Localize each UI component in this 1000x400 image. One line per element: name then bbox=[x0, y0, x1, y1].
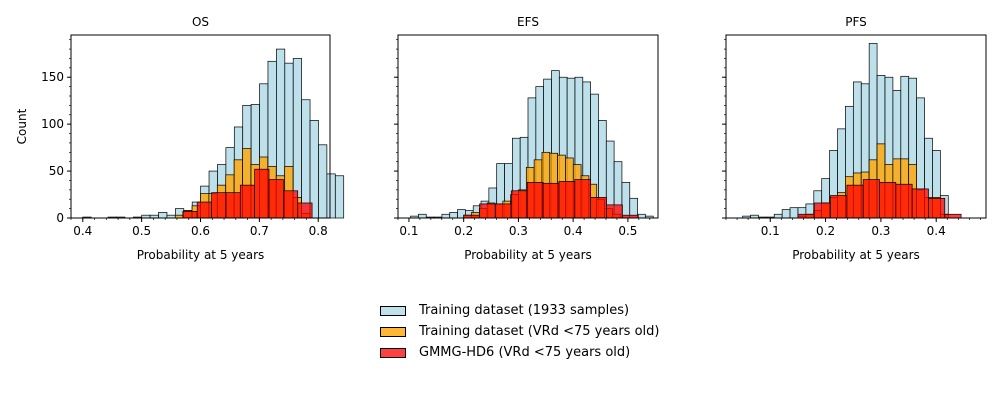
histogram-bar bbox=[944, 213, 962, 219]
panel-title: PFS bbox=[845, 15, 867, 29]
histogram-bar bbox=[239, 184, 255, 219]
x-tick-label: 0.6 bbox=[191, 224, 210, 238]
histogram-bar bbox=[495, 203, 512, 219]
histogram-bar bbox=[911, 188, 929, 219]
y-axis-label: Count bbox=[15, 108, 29, 144]
y-tick-label: 0 bbox=[56, 211, 64, 225]
histogram-bar bbox=[211, 192, 227, 219]
x-tick-label: 0.3 bbox=[509, 224, 528, 238]
x-tick-label: 0.5 bbox=[132, 224, 151, 238]
x-axis-label: Probability at 5 years bbox=[792, 248, 920, 262]
legend-item-training-vrd: Training dataset (VRd <75 years old) bbox=[380, 321, 659, 342]
y-tick-label: 150 bbox=[41, 70, 64, 84]
histogram-bar bbox=[789, 207, 799, 219]
legend-label-gmmg: GMMG-HD6 (VRd <75 years old) bbox=[419, 345, 631, 360]
histogram-bar bbox=[196, 201, 212, 219]
panel-pfs: PFS 0.1 0.2 0.3 0.4 Probability at 5 years bbox=[722, 15, 987, 262]
legend-item-gmmg: GMMG-HD6 (VRd <75 years old) bbox=[380, 342, 659, 363]
axes-frame bbox=[397, 34, 659, 219]
x-tick-label: 0.1 bbox=[761, 224, 780, 238]
legend-item-training: Training dataset (1933 samples) bbox=[380, 300, 659, 321]
panel-title: OS bbox=[192, 15, 209, 29]
histogram-bar bbox=[895, 183, 913, 219]
panel-os: OS 0.4 0.5 0.6 0.7 0.8 0 50 100 150 Probability at… bbox=[15, 15, 345, 262]
y-tick-label: 50 bbox=[49, 164, 64, 178]
histogram-bar bbox=[283, 190, 299, 219]
panel-title: EFS bbox=[517, 15, 539, 29]
series-3 bbox=[463, 179, 639, 219]
x-axis-label: Probability at 5 years bbox=[464, 248, 592, 262]
histogram-bar bbox=[621, 181, 631, 219]
histogram-bar bbox=[254, 168, 270, 219]
legend-label-training-vrd: Training dataset (VRd <75 years old) bbox=[419, 324, 660, 339]
histogram-bar bbox=[558, 181, 576, 219]
histogram-bar bbox=[449, 212, 458, 219]
series-3 bbox=[797, 179, 962, 219]
legend: Training dataset (1933 samples) Training… bbox=[380, 300, 659, 363]
x-tick-label: 0.2 bbox=[816, 224, 835, 238]
x-tick-label: 0.4 bbox=[564, 224, 583, 238]
histogram-bar bbox=[326, 173, 336, 219]
axes-frame bbox=[725, 34, 987, 219]
histogram-bar bbox=[846, 184, 864, 219]
histogram-bar bbox=[268, 179, 284, 219]
x-tick-label: 0.3 bbox=[871, 224, 890, 238]
series-3 bbox=[182, 168, 313, 219]
histogram-bar bbox=[510, 190, 528, 219]
histogram-bar bbox=[542, 182, 560, 219]
histogram-bar bbox=[158, 212, 168, 219]
histogram-bar bbox=[182, 211, 198, 219]
histogram-bar bbox=[334, 175, 345, 219]
legend-swatch-training bbox=[380, 305, 406, 316]
histogram-bar bbox=[773, 213, 783, 219]
histogram-bar bbox=[418, 213, 427, 219]
histogram-bar bbox=[225, 192, 241, 219]
x-axis-label: Probability at 5 years bbox=[137, 248, 265, 262]
x-tick-label: 0.8 bbox=[309, 224, 328, 238]
histogram-bar bbox=[862, 179, 880, 219]
histogram-bar bbox=[606, 204, 623, 219]
histogram-bar bbox=[781, 209, 791, 219]
x-tick-label: 0.5 bbox=[618, 224, 637, 238]
histogram-bar bbox=[879, 181, 897, 219]
histogram-bar bbox=[928, 197, 946, 219]
histogram-bar bbox=[441, 213, 451, 219]
legend-swatch-gmmg bbox=[380, 347, 406, 358]
panel-efs: EFS 0.1 0.2 0.3 0.4 0.5 Probability at 5 years bbox=[394, 15, 659, 262]
histogram-bar bbox=[479, 203, 496, 219]
histogram-bar bbox=[574, 179, 592, 219]
histogram-bar bbox=[813, 202, 831, 219]
histogram-bar bbox=[297, 202, 313, 219]
histogram-bar bbox=[301, 99, 311, 219]
histogram-bar bbox=[526, 181, 544, 219]
histogram-bar bbox=[797, 213, 815, 219]
legend-swatch-training-vrd bbox=[380, 326, 406, 337]
x-tick-label: 0.4 bbox=[73, 224, 92, 238]
x-tick-label: 0.2 bbox=[454, 224, 473, 238]
legend-label-training: Training dataset (1933 samples) bbox=[419, 303, 630, 318]
x-tick-label: 0.4 bbox=[927, 224, 946, 238]
y-tick-label: 100 bbox=[41, 117, 64, 131]
histogram-bar bbox=[830, 195, 848, 219]
histogram-bar bbox=[637, 213, 646, 219]
histogram-bar bbox=[318, 144, 328, 219]
x-tick-label: 0.7 bbox=[250, 224, 269, 238]
x-tick-label: 0.1 bbox=[399, 224, 418, 238]
histogram-bar bbox=[590, 197, 607, 219]
